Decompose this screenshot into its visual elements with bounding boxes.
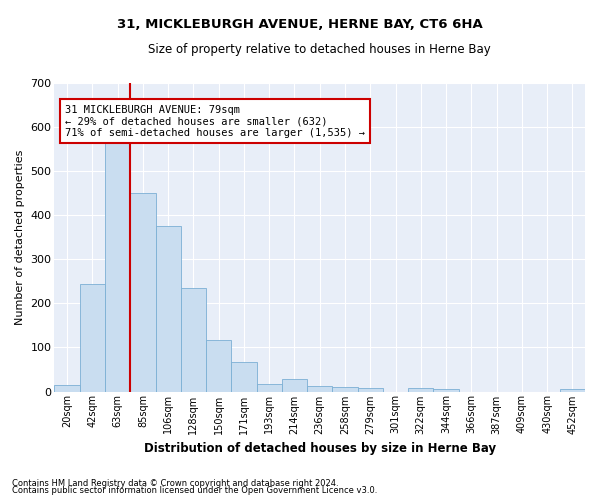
Bar — [130, 193, 155, 392]
Text: 31, MICKLEBURGH AVENUE, HERNE BAY, CT6 6HA: 31, MICKLEBURGH AVENUE, HERNE BAY, CT6 6… — [117, 18, 483, 30]
Bar — [307, 386, 332, 392]
Title: Size of property relative to detached houses in Herne Bay: Size of property relative to detached ho… — [148, 42, 491, 56]
Bar — [105, 134, 130, 392]
Text: 31 MICKLEBURGH AVENUE: 79sqm
← 29% of detached houses are smaller (632)
71% of s: 31 MICKLEBURGH AVENUE: 79sqm ← 29% of de… — [65, 104, 365, 138]
Text: Contains HM Land Registry data © Crown copyright and database right 2024.: Contains HM Land Registry data © Crown c… — [12, 478, 338, 488]
Bar — [232, 362, 257, 392]
Text: Contains public sector information licensed under the Open Government Licence v3: Contains public sector information licen… — [12, 486, 377, 495]
X-axis label: Distribution of detached houses by size in Herne Bay: Distribution of detached houses by size … — [143, 442, 496, 455]
Y-axis label: Number of detached properties: Number of detached properties — [15, 150, 25, 325]
Bar — [433, 390, 458, 392]
Bar — [560, 390, 585, 392]
Bar — [282, 379, 307, 392]
Bar — [206, 340, 232, 392]
Bar — [155, 226, 181, 392]
Bar — [332, 387, 358, 392]
Bar — [408, 388, 433, 392]
Bar — [358, 388, 383, 392]
Bar — [181, 288, 206, 392]
Bar — [80, 284, 105, 392]
Bar — [55, 385, 80, 392]
Bar — [257, 384, 282, 392]
